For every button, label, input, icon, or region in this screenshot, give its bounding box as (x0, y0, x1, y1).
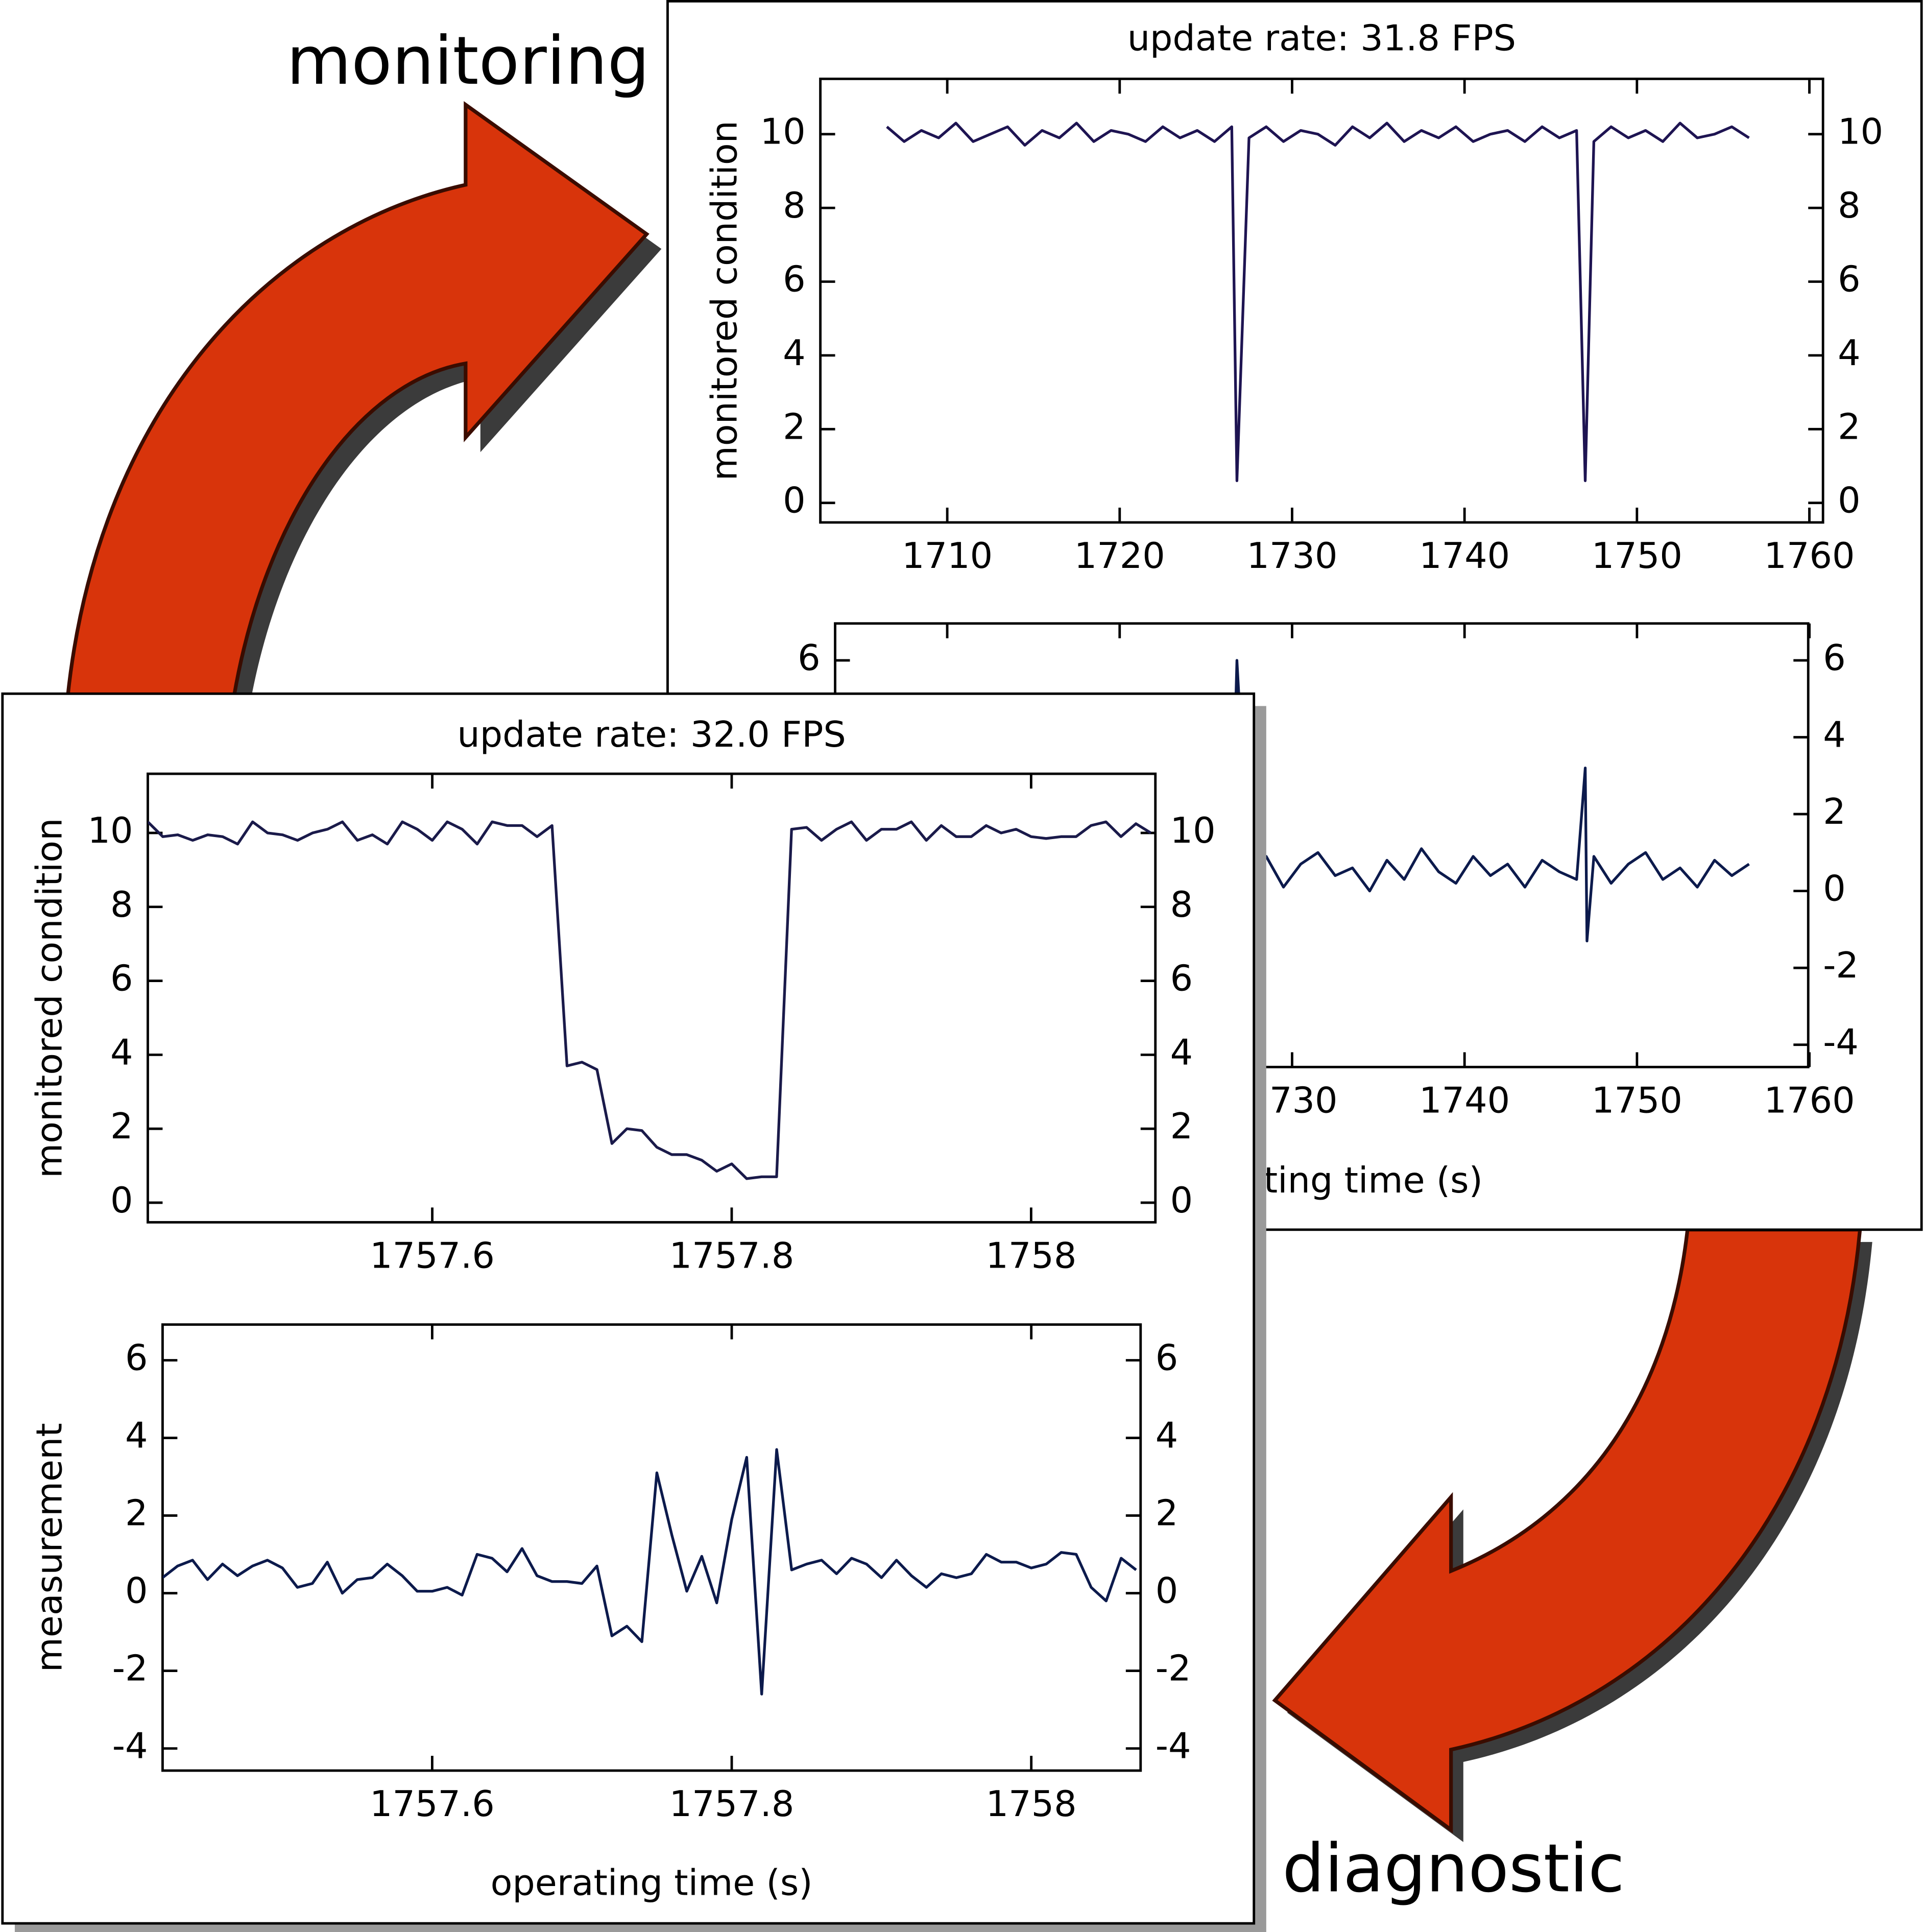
y-tick-label: 6 (783, 259, 806, 300)
y-tick-label: 8 (1838, 185, 1861, 226)
y-tick-label: -4 (1823, 1022, 1859, 1063)
y-tick-label: -2 (1823, 945, 1859, 986)
y-tick-label: 4 (1823, 714, 1846, 756)
y-tick-label: 0 (1838, 480, 1861, 521)
x-axis-label: operating time (s) (491, 1862, 813, 1903)
data-line (148, 820, 1152, 1180)
y-tick-label: 0 (1156, 1570, 1179, 1612)
y-tick-label: 2 (1838, 406, 1861, 447)
y-tick-label: 10 (1838, 111, 1883, 153)
y-tick-label: 6 (1823, 637, 1846, 679)
x-tick-label: 1730 (1246, 535, 1337, 577)
y-tick-label: 4 (125, 1415, 148, 1457)
monitoring-arrow (65, 101, 650, 698)
y-tick-label: 4 (110, 1032, 133, 1073)
y-tick-label: 2 (783, 406, 806, 447)
y-tick-label: 0 (125, 1570, 148, 1612)
y-tick-label: 8 (110, 884, 133, 925)
y-axis-label: monitored condition (704, 121, 745, 481)
x-tick-label: 1757.6 (370, 1235, 495, 1276)
y-tick-label: 4 (1170, 1032, 1193, 1073)
x-tick-label: 1758 (986, 1783, 1077, 1825)
x-tick-label: 1757.8 (669, 1783, 795, 1825)
window-title: update rate: 32.0 FPS (457, 714, 846, 755)
front-window: 0 0 2 2 4 4 6 6 8 8 10 10 1757.6 1757.8 1758 update rat… (1, 692, 1266, 1932)
x-tick-label: 1740 (1419, 1080, 1510, 1121)
x-tick-label: 1758 (985, 1235, 1076, 1276)
y-tick-label: 10 (88, 810, 133, 851)
y-tick-label: 0 (1823, 868, 1846, 910)
y-tick-label: 4 (1156, 1415, 1179, 1457)
y-tick-label: 2 (1170, 1106, 1193, 1147)
plot-frame (819, 77, 1824, 524)
y-tick-label: 0 (1170, 1180, 1193, 1221)
y-tick-label: 10 (760, 111, 806, 153)
y-axis-label: measurement (29, 1423, 70, 1672)
y-tick-label: 6 (1838, 259, 1861, 300)
y-tick-label: -2 (1156, 1648, 1191, 1689)
y-tick-label: 2 (125, 1493, 148, 1534)
y-tick-label: 2 (1823, 791, 1846, 832)
y-tick-label: 6 (1170, 958, 1193, 999)
y-tick-label: 6 (798, 637, 821, 679)
y-tick-label: 8 (783, 185, 806, 226)
y-tick-label: -4 (112, 1726, 148, 1767)
y-tick-label: 6 (1156, 1338, 1179, 1379)
x-tick-label: 1760 (1764, 1080, 1855, 1121)
x-tick-label: 1740 (1419, 535, 1510, 577)
x-tick-label: 1710 (902, 535, 993, 577)
y-axis-label: monitored condition (29, 818, 70, 1178)
x-tick-label: 1760 (1764, 535, 1855, 577)
data-line (886, 122, 1750, 483)
x-tick-label: 1750 (1592, 1080, 1682, 1121)
data-line (162, 1448, 1137, 1696)
x-tick-label: 1720 (1074, 535, 1165, 577)
window-frame (1, 692, 1256, 1925)
plot-frame (147, 772, 1157, 1224)
y-tick-label: -2 (112, 1648, 148, 1689)
x-tick-label: 1750 (1592, 535, 1682, 577)
plot-frame (161, 1323, 1142, 1772)
y-tick-label: 10 (1170, 810, 1216, 851)
y-tick-label: 6 (125, 1338, 148, 1379)
window-title: update rate: 31.8 FPS (1127, 18, 1516, 59)
y-tick-label: 4 (783, 332, 806, 374)
y-tick-label: 2 (110, 1106, 133, 1147)
y-tick-label: 2 (1156, 1493, 1179, 1534)
y-tick-label: 0 (783, 480, 806, 521)
y-tick-label: -4 (1156, 1726, 1191, 1767)
monitoring-label: monitoring (286, 22, 650, 100)
x-tick-label: 1757.6 (370, 1783, 495, 1825)
y-tick-label: 8 (1170, 884, 1193, 925)
y-tick-label: 0 (110, 1180, 133, 1221)
diagnostic-arrow (1272, 1228, 1862, 1833)
x-tick-label: 1757.8 (669, 1235, 795, 1276)
y-tick-label: 6 (110, 958, 133, 999)
y-tick-label: 4 (1838, 332, 1861, 374)
diagnostic-label: diagnostic (1282, 1829, 1624, 1907)
